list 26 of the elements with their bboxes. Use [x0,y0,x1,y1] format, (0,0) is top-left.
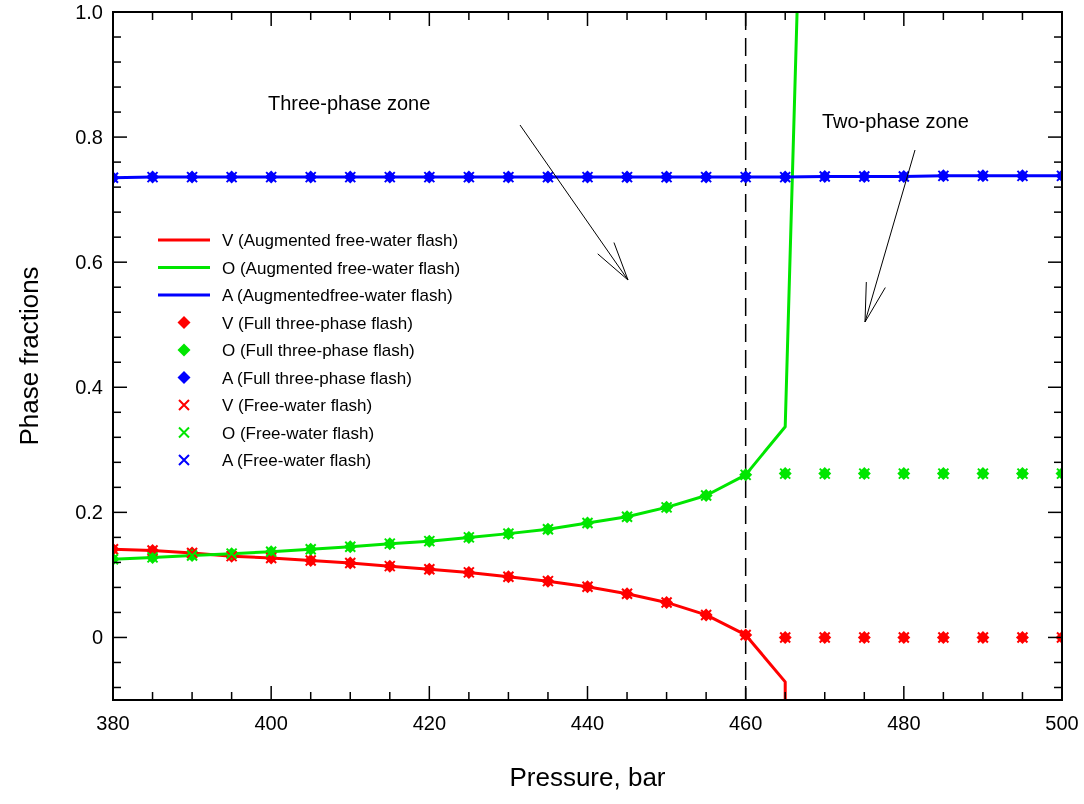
legend-label: V (Free-water flash) [222,396,373,415]
y-tick-label: 0.4 [75,376,103,399]
y-tick-label: 1.0 [75,1,103,23]
y-tick-label: 0.6 [75,251,103,274]
x-tick-label: 400 [254,712,288,734]
annotation: Three-phase zone [268,92,431,114]
legend-label: O (Free-water flash) [222,423,375,443]
legend-label: V (Augmented free-water flash) [222,231,459,250]
legend-label: V (Full three-phase flash) [222,313,413,333]
legend-label: A (Full three-phase flash) [222,368,412,388]
legend-label: O (Augmented free-water flash) [222,258,461,278]
x-tick-label: 440 [570,712,605,734]
x-axis-title: Pressure, bar [509,762,666,792]
legend-label: O (Full three-phase flash) [222,341,415,360]
annotation: Two-phase zone [822,110,969,132]
x-tick-label: 480 [887,712,921,734]
legend-label: A (Augmentedfree-water flash) [222,286,453,305]
y-axis-title: Phase fractions [14,266,44,446]
x-tick-label: 460 [728,712,763,734]
y-tick-label: 0.8 [75,126,103,149]
x-tick-label: 500 [1045,712,1079,734]
x-tick-label: 380 [96,712,130,734]
y-tick-label: 0.2 [75,501,103,524]
legend-label: A (Free-water flash) [222,451,372,470]
x-tick-label: 420 [412,712,447,734]
y-tick-label: 0 [91,626,103,649]
